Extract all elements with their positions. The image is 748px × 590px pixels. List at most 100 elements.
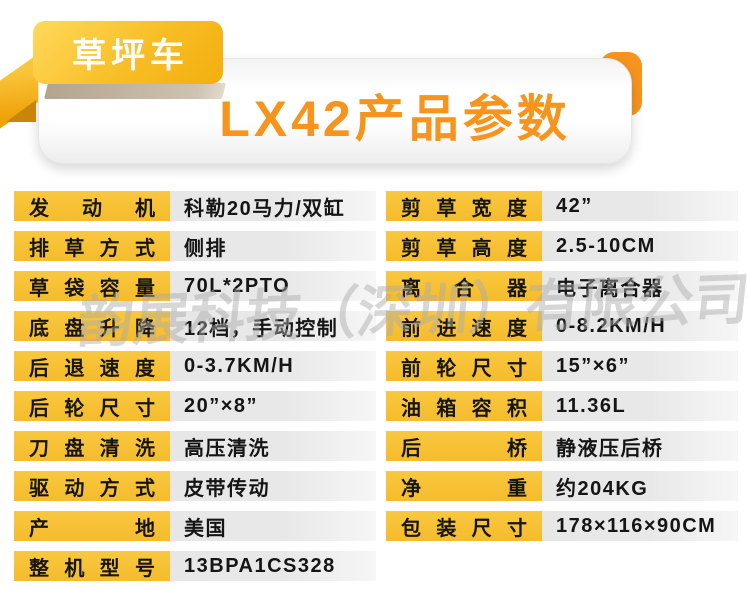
- spec-label: 刀盘清洗: [14, 431, 170, 461]
- spec-value: 13BPA1CS328: [170, 551, 376, 581]
- spec-label: 后退速度: [14, 351, 170, 381]
- spec-value: 科勒20马力/双缸: [170, 191, 376, 221]
- spec-label: 排草方式: [14, 231, 170, 261]
- spec-row: 排草方式侧排: [14, 231, 376, 261]
- spec-column-left: 发动机科勒20马力/双缸排草方式侧排草袋容量 70L*2PTO 底盘升降 12档，手动…: [14, 191, 376, 590]
- spec-value: 12档，手动控制: [170, 311, 376, 341]
- spec-value: 美国: [170, 511, 376, 541]
- spec-row: 产地美国: [14, 511, 376, 541]
- spec-row: 剪草高度 2.5-10CM: [386, 231, 738, 261]
- spec-label: 后桥: [386, 431, 542, 461]
- spec-label: 包装尺寸: [386, 511, 542, 541]
- spec-value: 42”: [542, 191, 738, 221]
- spec-label: 产地: [14, 511, 170, 541]
- spec-label-char: 度: [506, 237, 527, 260]
- spec-label-char: 进: [436, 317, 457, 340]
- spec-label-char: 速: [99, 357, 120, 380]
- spec-label-char: 方: [99, 237, 120, 260]
- spec-label-char: 刀: [29, 437, 49, 460]
- spec-row: 发 动 机科勒20马力/双缸: [14, 191, 376, 221]
- spec-row: 前轮尺寸 15”×6”: [386, 351, 738, 381]
- spec-label: 前进速度: [386, 311, 542, 341]
- spec-value: 电子离合器: [542, 271, 738, 301]
- spec-label: 离合器: [386, 271, 542, 301]
- page-title: LX42产品参数: [219, 91, 571, 147]
- spec-label-char: 底: [29, 317, 49, 340]
- spec-row: 整机型号 13BPA1CS328: [14, 551, 376, 581]
- spec-label-char: 桥: [507, 437, 527, 460]
- spec-value: 侧排: [170, 231, 376, 261]
- spec-row: 草袋容量 70L*2PTO: [14, 271, 376, 301]
- spec-column-right: 剪草宽度 42” 剪草高度 2.5-10CM 离合器电子离合器前进速度 0-8.2KM/H…: [386, 191, 738, 551]
- spec-label-char: 后: [29, 357, 49, 380]
- spec-label-char: 升: [99, 317, 120, 340]
- spec-label-char: 高: [471, 237, 492, 260]
- spec-label-char: 驱: [29, 477, 49, 500]
- spec-label-char: 尺: [471, 517, 492, 540]
- spec-label-char: 宽: [471, 197, 492, 220]
- category-badge-label: 草坪车: [72, 37, 189, 75]
- spec-label-char: 轮: [436, 357, 457, 380]
- spec-label-char: 地: [135, 517, 155, 540]
- spec-label-char: 剪: [401, 237, 421, 260]
- spec-label-char: 器: [507, 277, 527, 300]
- spec-label-char: 动: [64, 477, 85, 500]
- spec-value: 20”×8”: [170, 391, 376, 421]
- spec-label: 前轮尺寸: [386, 351, 542, 381]
- spec-value: 2.5-10CM: [542, 231, 738, 261]
- spec-label-char: 式: [134, 237, 155, 260]
- spec-label-char: 草: [436, 237, 457, 260]
- spec-label-char: 寸: [134, 397, 155, 420]
- spec-row: 后轮尺寸 20”×8”: [14, 391, 376, 421]
- spec-label-char: 方: [99, 477, 120, 500]
- spec-label-char: 清: [99, 437, 120, 460]
- spec-label-char: 草: [436, 197, 457, 220]
- spec-value: 15”×6”: [542, 351, 738, 381]
- spec-row: 剪草宽度 42”: [386, 191, 738, 221]
- spec-label-char: 产: [29, 517, 49, 540]
- spec-label: 发动机: [14, 191, 170, 221]
- spec-row: 离 合 器电子离合器: [386, 271, 738, 301]
- spec-label-char: 度: [506, 317, 527, 340]
- spec-label-char: 整: [29, 557, 49, 580]
- spec-label: 剪草高度: [386, 231, 542, 261]
- spec-label-char: 前: [401, 317, 421, 340]
- spec-label-char: 排: [29, 237, 49, 260]
- spec-label-char: 轮: [64, 397, 85, 420]
- spec-label: 净重: [386, 471, 542, 501]
- spec-label-char: 度: [134, 357, 155, 380]
- spec-label-char: 剪: [401, 197, 421, 220]
- spec-label-char: 净: [401, 477, 421, 500]
- spec-label-char: 容: [99, 277, 120, 300]
- spec-label-char: 寸: [506, 517, 527, 540]
- spec-value: 0-3.7KM/H: [170, 351, 376, 381]
- spec-label-char: 袋: [64, 277, 85, 300]
- spec-label-char: 后: [29, 397, 49, 420]
- spec-label: 整机型号: [14, 551, 170, 581]
- spec-label-char: 动: [82, 197, 102, 220]
- spec-label: 草袋容量: [14, 271, 170, 301]
- spec-label-char: 型: [99, 557, 120, 580]
- spec-label-char: 盘: [64, 317, 85, 340]
- spec-value: 178×116×90CM: [542, 511, 738, 541]
- spec-row: 包装尺寸 178×116×90CM: [386, 511, 738, 541]
- spec-label-char: 积: [506, 397, 527, 420]
- spec-label-char: 发: [29, 197, 49, 220]
- spec-label-char: 合: [454, 277, 474, 300]
- spec-value: 皮带传动: [170, 471, 376, 501]
- spec-row: 后退速度 0-3.7KM/H: [14, 351, 376, 381]
- spec-row: 底盘升降 12档，手动控制: [14, 311, 376, 341]
- spec-row: 前进速度 0-8.2KM/H: [386, 311, 738, 341]
- spec-row: 驱动方式皮带传动: [14, 471, 376, 501]
- spec-label-char: 草: [29, 277, 49, 300]
- spec-label-char: 盘: [64, 437, 85, 460]
- spec-value: 高压清洗: [170, 431, 376, 461]
- spec-value: 静液压后桥: [542, 431, 738, 461]
- spec-label: 后轮尺寸: [14, 391, 170, 421]
- spec-label-char: 降: [134, 317, 155, 340]
- spec-value: 11.36L: [542, 391, 738, 421]
- spec-label-char: 退: [64, 357, 85, 380]
- category-badge: 草坪车: [33, 21, 223, 84]
- spec-label-char: 机: [135, 197, 155, 220]
